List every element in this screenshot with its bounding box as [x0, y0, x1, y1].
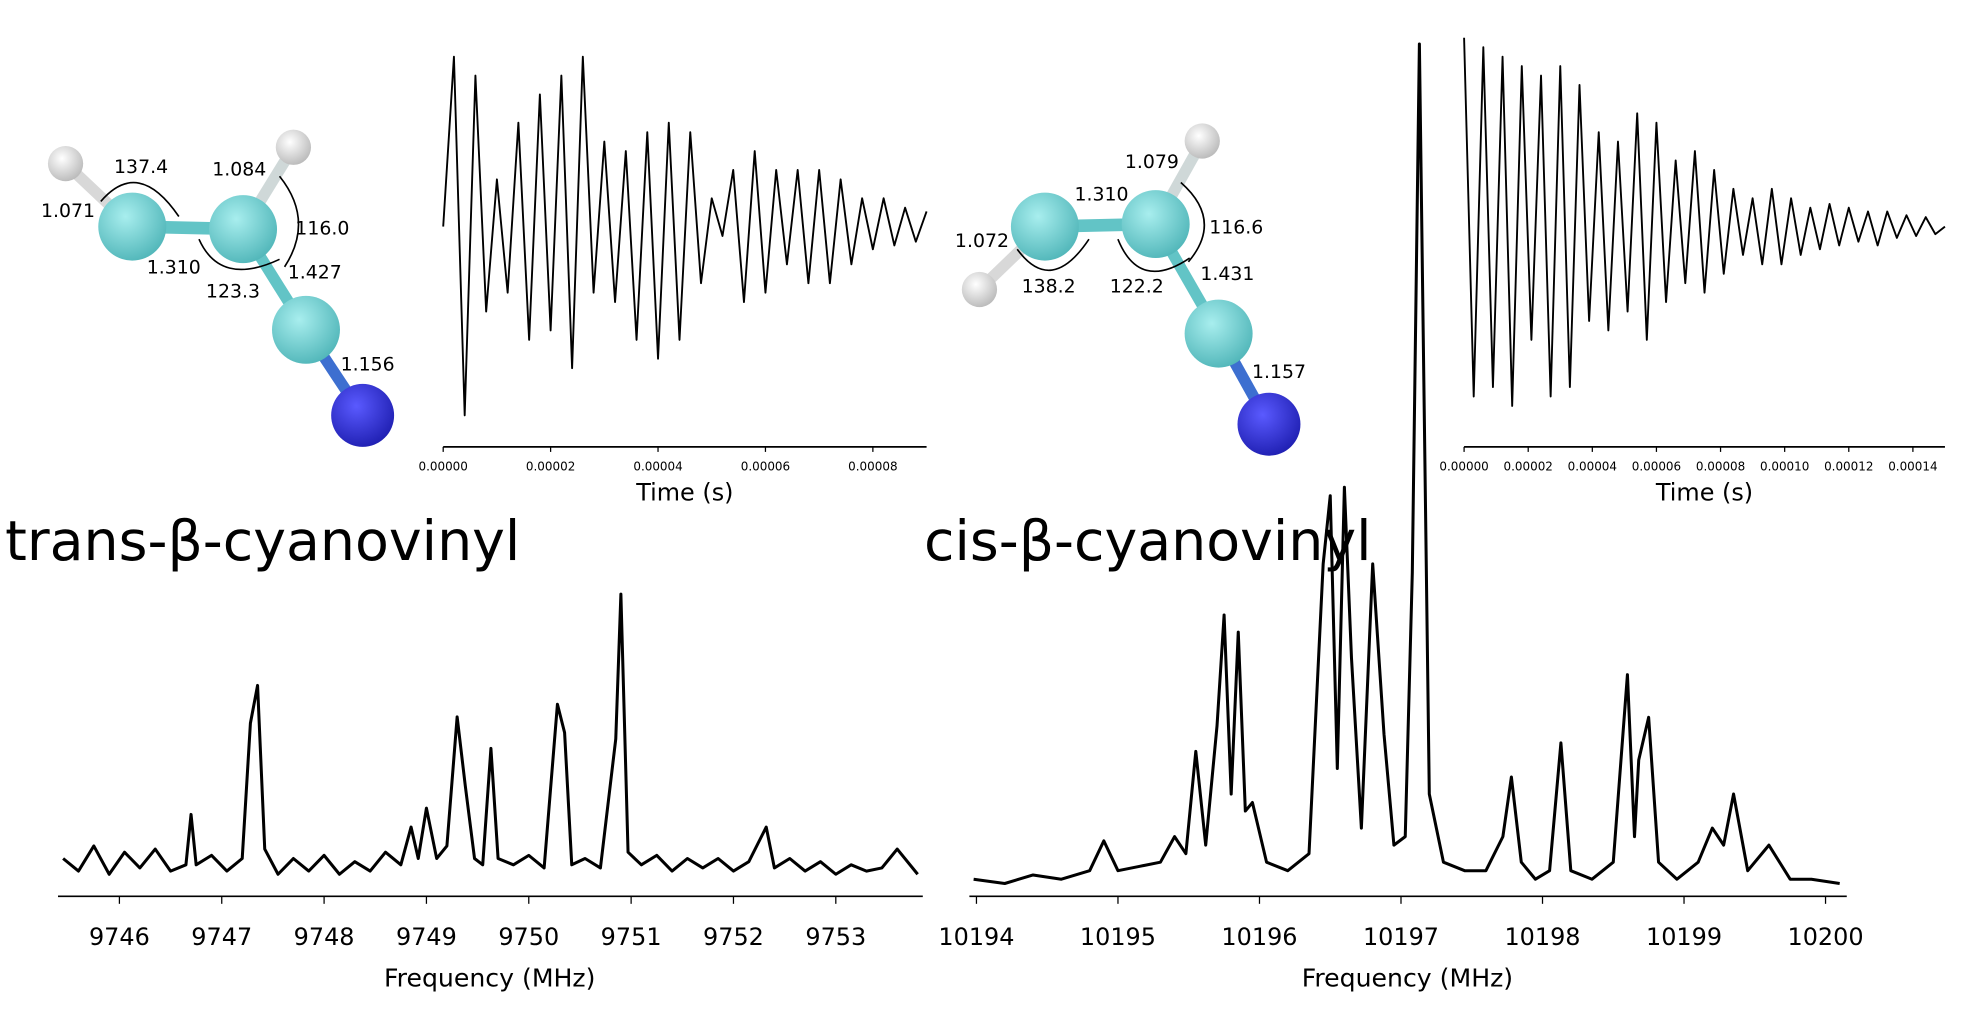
x-tick-label: 10194 [938, 923, 1014, 951]
geometry-label: 1.427 [288, 262, 342, 284]
geometry-label: 1.310 [1075, 184, 1129, 206]
data-line [1463, 37, 1946, 407]
x-tick-label: 9747 [191, 923, 252, 951]
geometry-label: 116.6 [1209, 216, 1263, 238]
x-tick-label: 0.00004 [633, 460, 682, 474]
geometry-label: 1.071 [41, 200, 95, 222]
trans-molecule [47, 129, 395, 447]
x-tick-label: 9753 [805, 923, 866, 951]
x-tick-label: 9750 [498, 923, 559, 951]
x-tick-label: 0.00014 [1888, 460, 1937, 474]
x-tick-label: 0.00008 [1696, 460, 1745, 474]
x-tick-label: 0.00000 [1439, 460, 1488, 474]
x-tick-label: 0.00004 [1568, 460, 1617, 474]
geometry-label: 138.2 [1022, 276, 1076, 298]
x-axis-label: Frequency (MHz) [1302, 963, 1513, 992]
x-tick-label: 0.00006 [1632, 460, 1681, 474]
x-tick-label: 9751 [601, 923, 662, 951]
x-axis-label: Time (s) [1655, 478, 1753, 506]
cis-molecule [961, 123, 1301, 456]
geometry-label: 137.4 [114, 156, 168, 178]
geometry-label: 1.431 [1200, 263, 1254, 285]
geometry-label: 1.156 [341, 354, 395, 376]
geometry-label: 1.079 [1125, 151, 1179, 173]
data-line [442, 55, 928, 417]
geometry-label: 1.310 [147, 257, 201, 279]
x-tick-label: 9748 [294, 923, 355, 951]
x-tick-label: 10198 [1504, 923, 1580, 951]
geometry-label: 122.2 [1110, 276, 1164, 298]
data-line [973, 42, 1840, 886]
x-tick-label: 9752 [703, 923, 764, 951]
x-tick-label: 10200 [1788, 923, 1864, 951]
x-tick-label: 0.00002 [526, 460, 575, 474]
x-tick-label: 10199 [1646, 923, 1722, 951]
x-tick-label: 10195 [1080, 923, 1156, 951]
x-tick-label: 10197 [1363, 923, 1439, 951]
molecule-name: trans-β-cyanovinyl [5, 510, 520, 574]
x-tick-label: 0.00008 [848, 460, 897, 474]
x-tick-label: 0.00012 [1824, 460, 1873, 474]
data-line [62, 592, 919, 876]
x-axis-label: Frequency (MHz) [384, 963, 595, 992]
geometry-label: 123.3 [206, 281, 260, 303]
geometry-label: 1.072 [955, 230, 1009, 252]
x-tick-label: 0.00000 [419, 460, 468, 474]
x-tick-label: 9749 [396, 923, 457, 951]
x-tick-label: 0.00006 [741, 460, 790, 474]
x-axis-label: Time (s) [635, 478, 733, 506]
geometry-label: 116.0 [295, 218, 349, 240]
x-tick-label: 10196 [1221, 923, 1297, 951]
x-tick-label: 0.00002 [1504, 460, 1553, 474]
x-tick-label: 9746 [89, 923, 150, 951]
x-tick-label: 0.00010 [1760, 460, 1809, 474]
geometry-label: 1.157 [1252, 361, 1306, 383]
geometry-label: 1.084 [212, 158, 266, 180]
molecule-name: cis-β-cyanovinyl [924, 510, 1372, 574]
